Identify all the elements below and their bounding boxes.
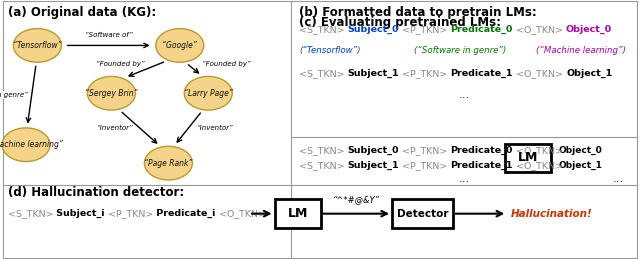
Text: (“Software in genre”): (“Software in genre”): [414, 46, 506, 55]
Text: <S_TKN>: <S_TKN>: [8, 209, 53, 218]
Text: “Machine learning”: “Machine learning”: [0, 140, 63, 149]
Text: Subject_i: Subject_i: [53, 209, 108, 218]
Text: Subject_0: Subject_0: [348, 25, 399, 34]
Text: <P_TKN>: <P_TKN>: [399, 69, 451, 78]
Text: Object_1: Object_1: [566, 69, 612, 78]
Text: “Tensorflow”: “Tensorflow”: [13, 41, 61, 50]
Text: Subject_1: Subject_1: [348, 161, 399, 170]
Text: “Founded by”: “Founded by”: [202, 61, 250, 67]
Text: ...: ...: [458, 172, 470, 185]
Text: Hallucination!: Hallucination!: [511, 209, 592, 219]
Text: <S_TKN>: <S_TKN>: [299, 146, 344, 155]
Ellipse shape: [145, 146, 193, 180]
Ellipse shape: [2, 128, 50, 162]
Text: <P_TKN>: <P_TKN>: [399, 161, 451, 170]
Text: <O_TKN>: <O_TKN>: [513, 146, 563, 155]
Text: “Google”: “Google”: [163, 41, 197, 50]
Text: Subject_1: Subject_1: [348, 69, 399, 78]
Text: Object_0: Object_0: [559, 146, 602, 155]
Text: Predicate_0: Predicate_0: [451, 146, 513, 155]
Ellipse shape: [184, 76, 232, 110]
Text: “Software of”: “Software of”: [84, 32, 132, 38]
Text: Predicate_0: Predicate_0: [451, 25, 513, 34]
Text: “Larry Page”: “Larry Page”: [184, 89, 233, 98]
Text: (“Machine learning”): (“Machine learning”): [536, 46, 625, 55]
Text: (“Tensorflow”): (“Tensorflow”): [299, 46, 360, 55]
Text: <O_TKN>: <O_TKN>: [513, 69, 566, 78]
Text: “Sergey Brin”: “Sergey Brin”: [85, 89, 138, 98]
Text: Object_1: Object_1: [559, 161, 603, 170]
Text: ...: ...: [612, 172, 624, 185]
Text: Predicate_i: Predicate_i: [154, 209, 219, 218]
Text: “Page Rank”: “Page Rank”: [144, 159, 193, 168]
FancyBboxPatch shape: [275, 199, 321, 228]
Text: <P_TKN>: <P_TKN>: [399, 146, 451, 155]
Text: “^*#@&Y”: “^*#@&Y”: [333, 195, 380, 204]
Ellipse shape: [88, 76, 136, 110]
Text: <P_TKN>: <P_TKN>: [399, 25, 451, 34]
Text: (b) Formatted data to pretrain LMs:: (b) Formatted data to pretrain LMs:: [299, 6, 536, 19]
Text: Detector: Detector: [397, 209, 448, 219]
Text: ...: ...: [458, 88, 470, 101]
Text: “Inventor”: “Inventor”: [196, 125, 232, 131]
Text: Predicate_1: Predicate_1: [451, 161, 513, 170]
Text: LM: LM: [518, 152, 538, 164]
Text: Predicate_1: Predicate_1: [451, 69, 513, 78]
Text: Subject_0: Subject_0: [348, 146, 399, 155]
Ellipse shape: [156, 28, 204, 62]
Text: (d) Hallucination detector:: (d) Hallucination detector:: [8, 186, 184, 199]
Text: <O_TKN>: <O_TKN>: [219, 209, 266, 218]
Text: <S_TKN>: <S_TKN>: [299, 161, 344, 170]
Text: “Founded by”: “Founded by”: [96, 61, 144, 67]
Text: (c) Evaluating pretrained LMs:: (c) Evaluating pretrained LMs:: [299, 16, 501, 28]
Text: “Software in genre”: “Software in genre”: [0, 92, 28, 98]
FancyBboxPatch shape: [505, 145, 551, 171]
FancyBboxPatch shape: [392, 199, 453, 228]
Text: Object_0: Object_0: [566, 25, 612, 34]
Ellipse shape: [13, 28, 61, 62]
Text: <S_TKN>: <S_TKN>: [299, 25, 344, 34]
Text: <O_TKN>: <O_TKN>: [513, 25, 566, 34]
Text: <P_TKN>: <P_TKN>: [108, 209, 154, 218]
Text: <S_TKN>: <S_TKN>: [299, 69, 344, 78]
Text: LM: LM: [287, 207, 308, 220]
Text: “Inventor”: “Inventor”: [96, 125, 132, 131]
Text: <O_TKN>: <O_TKN>: [513, 161, 563, 170]
Text: (a) Original data (KG):: (a) Original data (KG):: [8, 6, 156, 19]
